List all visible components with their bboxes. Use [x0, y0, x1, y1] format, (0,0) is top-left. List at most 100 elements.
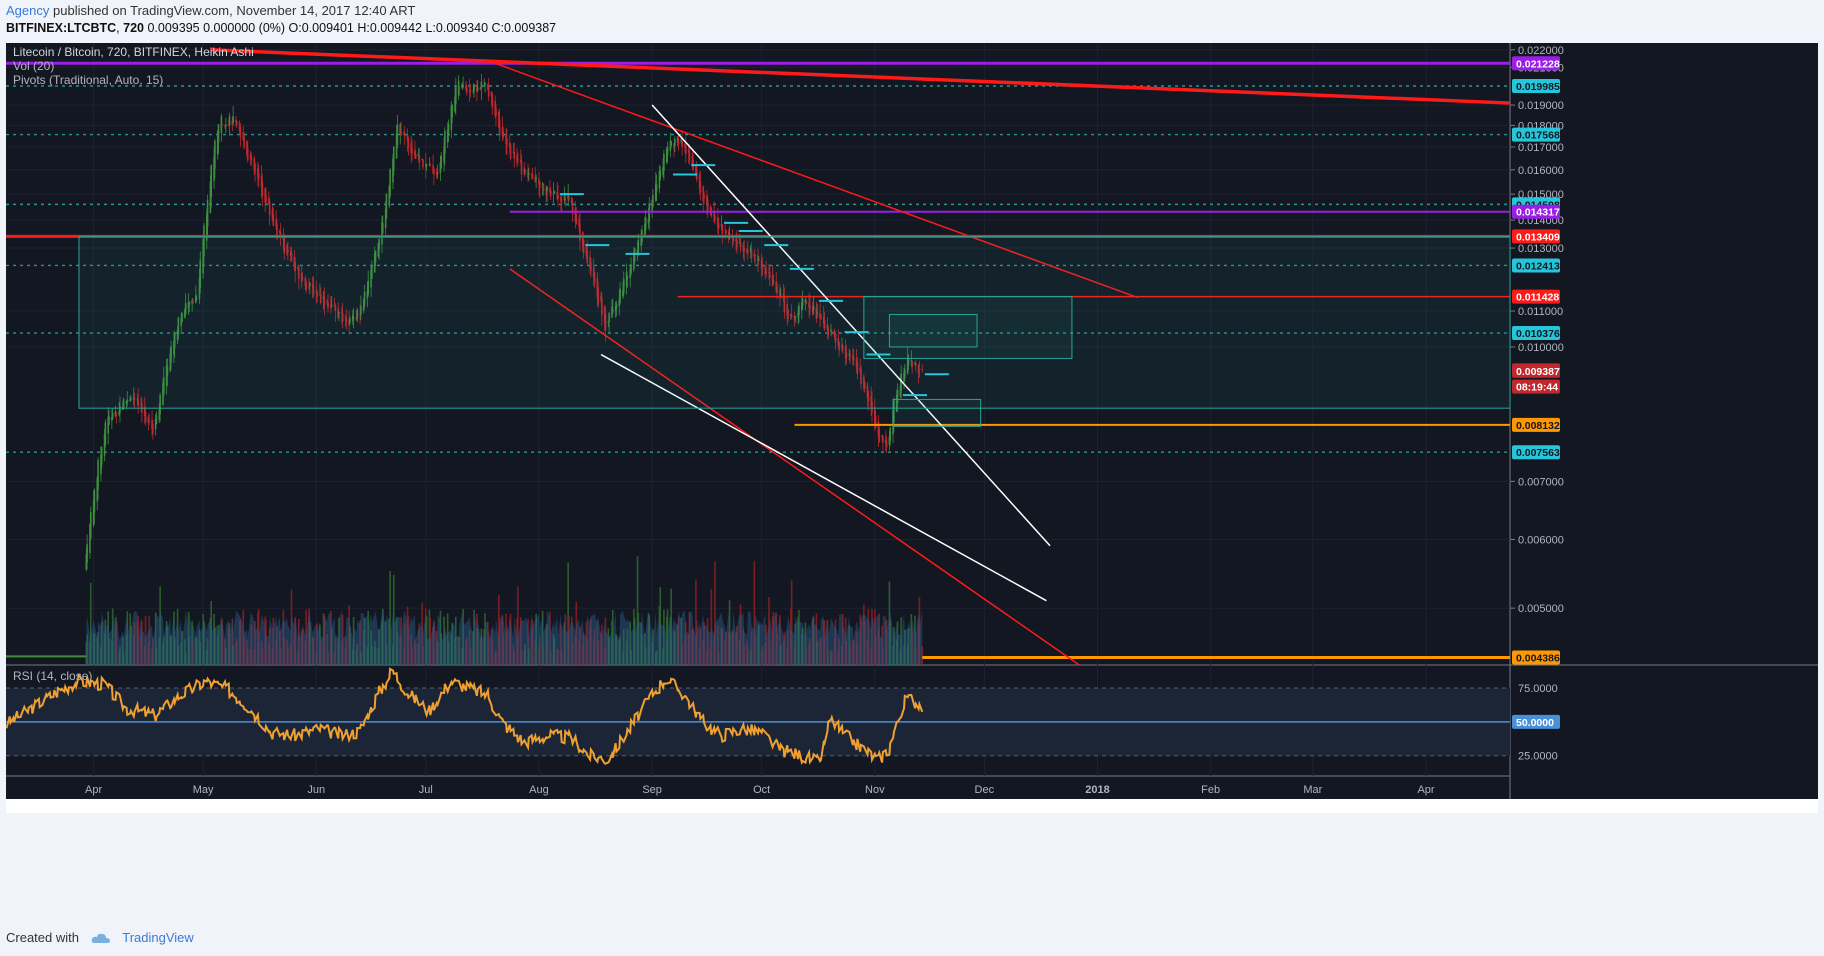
volume-bar — [100, 646, 102, 665]
volume-bar — [615, 634, 618, 665]
volume-bar — [231, 618, 234, 665]
volume-bar — [844, 617, 847, 665]
volume-bar — [779, 645, 782, 665]
candle-body — [403, 132, 405, 134]
volume-bar — [345, 637, 348, 665]
author-link[interactable]: Agency — [6, 3, 50, 18]
candle-body — [319, 294, 322, 303]
volume-bar — [407, 616, 410, 665]
volume-bar — [225, 647, 227, 665]
volume-bar — [214, 627, 216, 665]
candle-body — [590, 262, 592, 271]
volume-bar — [89, 582, 92, 665]
candle-body — [439, 162, 442, 174]
volume-bar — [662, 648, 664, 665]
candle-body — [384, 208, 387, 228]
volume-bar — [411, 646, 413, 665]
candle-body — [501, 127, 504, 136]
volume-bar — [622, 628, 625, 665]
volume-bar — [684, 621, 687, 665]
candle-body — [206, 199, 209, 227]
candle-body — [316, 291, 318, 298]
volume-bar — [323, 615, 326, 665]
volume-bar — [279, 648, 282, 665]
volume-bar — [589, 628, 591, 665]
candle-body — [651, 200, 653, 213]
volume-bar — [254, 620, 256, 665]
volume-bar — [159, 586, 161, 665]
candle-body — [308, 285, 310, 287]
candle-body — [530, 173, 533, 175]
volume-bar — [508, 618, 511, 665]
candle-body — [630, 265, 632, 274]
volume-bar — [512, 644, 515, 665]
candle-body — [125, 401, 128, 404]
publish-line: Agency published on TradingView.com, Nov… — [6, 3, 415, 18]
x-tick-label: Feb — [1201, 784, 1220, 796]
candle-body — [674, 138, 676, 146]
candle-body — [517, 158, 519, 161]
candle-body — [564, 197, 567, 202]
volume-bar — [484, 613, 486, 665]
volume-bar — [904, 629, 906, 665]
candle-body — [552, 193, 555, 195]
volume-bar — [377, 647, 380, 665]
candle-body — [885, 441, 888, 448]
rsi-indicator — [6, 667, 1510, 766]
volume-bar — [783, 632, 786, 665]
volume-bar — [538, 636, 541, 665]
candle-body — [652, 194, 654, 207]
y-tick-label: 0.011000 — [1518, 306, 1563, 318]
y-tick-label: 0.016000 — [1518, 165, 1564, 177]
volume-bar — [176, 609, 179, 665]
candle-body — [246, 148, 249, 161]
candle-body — [654, 183, 657, 201]
volume-bar — [517, 586, 519, 665]
volume-bar — [188, 636, 191, 665]
volume-bar — [239, 619, 242, 665]
volume-bar — [827, 649, 829, 665]
volume-bar — [264, 616, 266, 665]
volume-bar — [590, 618, 592, 665]
candle-body — [684, 145, 687, 154]
volume-bar — [272, 617, 275, 665]
candle-body — [896, 389, 899, 404]
volume-bar — [557, 648, 559, 665]
y-tick-label: 0.010000 — [1518, 342, 1564, 354]
price-label: 0.009387 — [1516, 366, 1560, 378]
tradingview-link[interactable]: TradingView — [122, 930, 194, 945]
volume-bar — [206, 638, 209, 665]
volume-bar — [429, 617, 432, 665]
candle-body — [736, 240, 738, 248]
volume-bar — [389, 570, 391, 665]
candle-body — [433, 169, 435, 175]
volume-bar — [334, 637, 337, 665]
candle-body — [768, 272, 771, 278]
candle-body — [776, 286, 778, 294]
volume-bar — [126, 611, 129, 665]
candle-body — [231, 120, 234, 126]
volume-bar — [374, 646, 377, 665]
candle-body — [132, 397, 135, 400]
volume-bars — [85, 556, 924, 665]
candle-body — [528, 173, 530, 175]
candle-body — [382, 222, 384, 233]
volume-bar — [654, 652, 657, 665]
candle-body — [831, 330, 833, 332]
candle-body — [903, 372, 905, 383]
candle-body — [425, 163, 427, 168]
trading-chart[interactable]: 0.0220000.0210000.0190000.0180000.017000… — [6, 43, 1818, 920]
volume-bar — [356, 643, 359, 665]
candle-body — [392, 158, 394, 183]
rsi-value-label: 50.0000 — [1516, 717, 1554, 729]
candle-body — [370, 270, 372, 288]
candle-body — [787, 309, 789, 319]
candle-body — [159, 395, 161, 415]
volume-bar — [688, 611, 691, 665]
volume-bar — [162, 637, 165, 665]
candle-body — [534, 176, 537, 183]
rsi-tick-label: 75.0000 — [1518, 683, 1558, 695]
volume-bar — [659, 587, 662, 665]
volume-bar — [501, 615, 504, 665]
candle-body — [122, 399, 125, 409]
